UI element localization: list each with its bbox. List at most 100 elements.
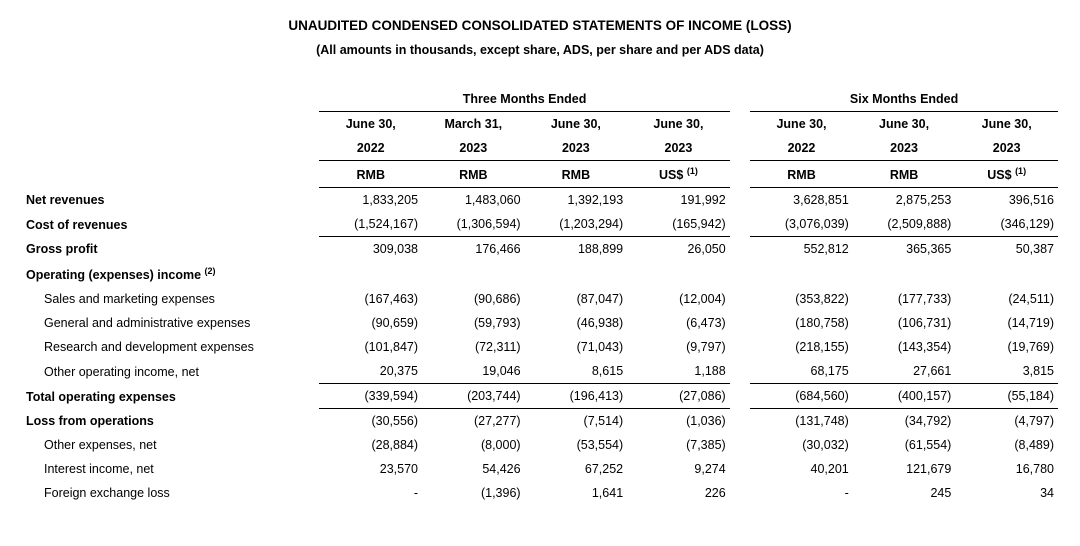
cell: (27,086) xyxy=(627,384,730,409)
row-label: Operating (expenses) income (2) xyxy=(22,261,319,287)
cell: 1,188 xyxy=(627,359,730,384)
cell xyxy=(853,261,956,287)
row-label: Gross profit xyxy=(22,237,319,262)
row-label: Total operating expenses xyxy=(22,384,319,409)
cell: 396,516 xyxy=(955,188,1058,213)
cell: (72,311) xyxy=(422,335,525,359)
cell: (684,560) xyxy=(750,384,853,409)
cell: (143,354) xyxy=(853,335,956,359)
row-label: Research and development expenses xyxy=(22,335,319,359)
cell: (34,792) xyxy=(853,409,956,434)
cell: 1,641 xyxy=(525,481,628,505)
cell: (400,157) xyxy=(853,384,956,409)
cell: (8,000) xyxy=(422,433,525,457)
row-label: Cost of revenues xyxy=(22,212,319,237)
col-currency: RMB xyxy=(750,161,853,188)
table-row: Other expenses, net(28,884)(8,000)(53,55… xyxy=(22,433,1058,457)
cell: (28,884) xyxy=(319,433,422,457)
cell: (55,184) xyxy=(955,384,1058,409)
cell: (101,847) xyxy=(319,335,422,359)
income-statement-table: Three Months Ended Six Months Ended June… xyxy=(22,87,1058,505)
cell: - xyxy=(750,481,853,505)
col-currency: RMB xyxy=(525,161,628,188)
col-currency: RMB xyxy=(853,161,956,188)
cell: (27,277) xyxy=(422,409,525,434)
table-row: Cost of revenues(1,524,167)(1,306,594)(1… xyxy=(22,212,1058,237)
cell: 176,466 xyxy=(422,237,525,262)
cell: (71,043) xyxy=(525,335,628,359)
col-year: 2023 xyxy=(853,136,956,161)
row-label: Sales and marketing expenses xyxy=(22,287,319,311)
cell xyxy=(955,261,1058,287)
cell: (90,686) xyxy=(422,287,525,311)
col-year: 2023 xyxy=(525,136,628,161)
cell: (203,744) xyxy=(422,384,525,409)
cell: (1,524,167) xyxy=(319,212,422,237)
row-label: General and administrative expenses xyxy=(22,311,319,335)
cell: (59,793) xyxy=(422,311,525,335)
cell: (9,797) xyxy=(627,335,730,359)
col-year: 2023 xyxy=(955,136,1058,161)
cell: 552,812 xyxy=(750,237,853,262)
col-currency: RMB xyxy=(422,161,525,188)
cell: 20,375 xyxy=(319,359,422,384)
cell: (87,047) xyxy=(525,287,628,311)
cell: 50,387 xyxy=(955,237,1058,262)
cell: (177,733) xyxy=(853,287,956,311)
cell xyxy=(319,261,422,287)
cell: 67,252 xyxy=(525,457,628,481)
cell: (12,004) xyxy=(627,287,730,311)
cell: (180,758) xyxy=(750,311,853,335)
table-row: Total operating expenses(339,594)(203,74… xyxy=(22,384,1058,409)
cell: 121,679 xyxy=(853,457,956,481)
cell: 1,833,205 xyxy=(319,188,422,213)
cell: (53,554) xyxy=(525,433,628,457)
row-label: Interest income, net xyxy=(22,457,319,481)
col-date: June 30, xyxy=(525,112,628,137)
cell: - xyxy=(319,481,422,505)
cell: 26,050 xyxy=(627,237,730,262)
table-body: Net revenues1,833,2051,483,0601,392,1931… xyxy=(22,188,1058,506)
period-header-6m: Six Months Ended xyxy=(750,87,1058,112)
col-year: 2023 xyxy=(422,136,525,161)
cell xyxy=(750,261,853,287)
cell: (353,822) xyxy=(750,287,853,311)
cell: 8,615 xyxy=(525,359,628,384)
cell: (4,797) xyxy=(955,409,1058,434)
cell: (131,748) xyxy=(750,409,853,434)
cell: 191,992 xyxy=(627,188,730,213)
cell: 54,426 xyxy=(422,457,525,481)
col-date: June 30, xyxy=(319,112,422,137)
cell: 40,201 xyxy=(750,457,853,481)
cell: 365,365 xyxy=(853,237,956,262)
table-row: Net revenues1,833,2051,483,0601,392,1931… xyxy=(22,188,1058,213)
cell: 16,780 xyxy=(955,457,1058,481)
cell xyxy=(627,261,730,287)
cell: 34 xyxy=(955,481,1058,505)
col-year: 2023 xyxy=(627,136,730,161)
cell: 1,392,193 xyxy=(525,188,628,213)
cell: (1,203,294) xyxy=(525,212,628,237)
cell: 3,815 xyxy=(955,359,1058,384)
table-row: General and administrative expenses(90,6… xyxy=(22,311,1058,335)
cell: (6,473) xyxy=(627,311,730,335)
cell: 245 xyxy=(853,481,956,505)
row-label: Foreign exchange loss xyxy=(22,481,319,505)
row-label: Other operating income, net xyxy=(22,359,319,384)
cell: 309,038 xyxy=(319,237,422,262)
cell: (30,032) xyxy=(750,433,853,457)
cell: (8,489) xyxy=(955,433,1058,457)
period-header-3m: Three Months Ended xyxy=(319,87,729,112)
row-label: Loss from operations xyxy=(22,409,319,434)
table-row: Foreign exchange loss-(1,396)1,641226-24… xyxy=(22,481,1058,505)
cell: (19,769) xyxy=(955,335,1058,359)
cell: 19,046 xyxy=(422,359,525,384)
cell: (46,938) xyxy=(525,311,628,335)
cell: (30,556) xyxy=(319,409,422,434)
cell xyxy=(422,261,525,287)
col-date: June 30, xyxy=(955,112,1058,137)
table-row: Operating (expenses) income (2) xyxy=(22,261,1058,287)
cell: (218,155) xyxy=(750,335,853,359)
col-year: 2022 xyxy=(319,136,422,161)
col-currency: US$ (1) xyxy=(627,161,730,188)
